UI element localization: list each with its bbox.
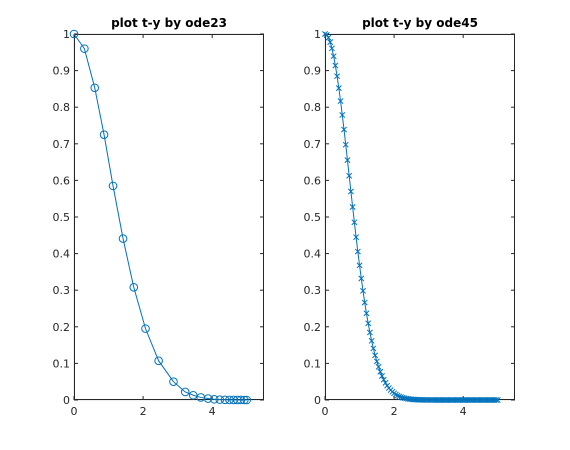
- data-point-ode45-35: [382, 379, 389, 386]
- y-tick-label-ode23-4: 0.4: [53, 248, 71, 261]
- y-tick-label-ode23-7: 0.7: [53, 138, 71, 151]
- x-tick-label-ode23-0: 0: [71, 405, 78, 418]
- chart-title-ode45: plot t-y by ode45: [362, 16, 478, 30]
- y-tick-label-ode23-2: 0.2: [53, 321, 71, 334]
- y-tick-label-ode45-1: 0.1: [304, 357, 322, 370]
- data-point-ode23-8: [154, 356, 163, 366]
- data-point-ode45-20: [356, 262, 363, 269]
- data-point-ode23-14: [209, 394, 219, 404]
- data-point-ode45-21: [358, 275, 365, 282]
- data-point-ode23-19: [233, 395, 242, 405]
- data-point-ode45-14: [346, 172, 353, 179]
- data-point-ode23-22: [242, 395, 252, 405]
- data-point-ode45-24: [363, 310, 370, 317]
- y-tick-label-ode45-10: 1: [314, 28, 321, 41]
- data-point-ode23-21: [240, 395, 249, 405]
- y-tick-label-ode45-0: 0: [314, 394, 321, 407]
- data-point-ode45-23: [361, 299, 368, 306]
- data-point-ode45-42: [394, 392, 401, 399]
- data-point-ode45-10: [339, 112, 346, 118]
- data-point-ode45-1: [323, 31, 330, 38]
- data-point-ode45-27: [368, 337, 375, 344]
- y-tick-label-ode45-3: 0.3: [304, 284, 322, 297]
- data-point-ode45-34: [380, 376, 387, 383]
- x-tick-label-ode23-1: 2: [140, 405, 147, 418]
- data-point-ode45-44: [398, 394, 404, 401]
- x-tick-label-ode45-1: 2: [391, 405, 398, 418]
- data-point-ode45-2: [325, 34, 332, 41]
- data-point-ode45-9: [337, 98, 344, 105]
- data-point-ode23-20: [236, 395, 246, 405]
- data-point-ode45-22: [360, 287, 366, 294]
- data-point-ode45-43: [396, 393, 403, 400]
- chart-title-ode23: plot t-y by ode23: [111, 16, 227, 30]
- data-point-ode23-13: [203, 394, 213, 403]
- data-point-ode23-2: [90, 83, 100, 93]
- data-point-ode45-6: [332, 62, 339, 69]
- x-tick-label-ode23-2: 4: [209, 405, 216, 418]
- axes-ode45: plot t-y by ode45 0 2 4 0 0.1 0.2 0.3 0.4 0.5 0.6…: [304, 16, 515, 418]
- data-point-ode23-6: [129, 282, 139, 292]
- data-point-ode45-33: [379, 373, 385, 379]
- data-point-ode45-7: [334, 73, 341, 80]
- y-tick-label-ode45-4: 0.4: [304, 248, 322, 261]
- data-point-ode45-12: [342, 141, 349, 148]
- data-point-ode45-26: [366, 329, 373, 336]
- data-point-ode45-45: [399, 394, 406, 401]
- axes-box-ode45: [325, 34, 515, 400]
- y-tick-label-ode23-5: 0.5: [53, 211, 71, 224]
- data-point-ode45-31: [375, 363, 382, 370]
- data-point-ode45-19: [354, 248, 361, 255]
- data-point-ode45-15: [347, 188, 354, 195]
- y-tick-label-ode45-7: 0.7: [304, 138, 322, 151]
- y-tick-label-ode23-0: 0: [63, 394, 70, 407]
- y-tick-label-ode23-8: 0.8: [53, 101, 71, 114]
- y-tick-label-ode45-5: 0.5: [304, 211, 322, 224]
- data-point-ode45-17: [351, 219, 358, 226]
- axes-box-ode23: [74, 34, 264, 400]
- data-point-ode23-16: [220, 395, 230, 405]
- data-point-ode45-4: [328, 45, 335, 52]
- data-point-ode23-4: [108, 181, 118, 191]
- data-point-ode23-11: [188, 390, 198, 400]
- y-tick-label-ode23-9: 0.9: [53, 65, 71, 78]
- data-point-ode23-10: [180, 387, 190, 397]
- data-point-ode23-15: [215, 395, 225, 404]
- data-point-ode23-0: [69, 29, 79, 39]
- y-tick-label-ode23-6: 0.6: [53, 174, 71, 187]
- data-point-ode45-13: [344, 157, 351, 164]
- y-tick-label-ode23-10: 1: [63, 28, 70, 41]
- data-point-ode45-3: [327, 39, 334, 46]
- data-point-ode45-100: [494, 397, 501, 403]
- data-point-ode23-5: [118, 234, 128, 243]
- x-tick-label-ode45-2: 4: [460, 405, 467, 418]
- y-tick-label-ode45-2: 0.2: [304, 321, 322, 334]
- series-line-ode23: [73, 33, 247, 401]
- data-point-ode45-11: [341, 126, 347, 133]
- data-point-ode45-28: [370, 345, 377, 352]
- y-tick-label-ode45-6: 0.6: [304, 174, 322, 187]
- y-tick-label-ode23-1: 0.1: [53, 357, 71, 370]
- y-tick-label-ode45-8: 0.8: [304, 101, 322, 114]
- x-tick-label-ode45-0: 0: [322, 405, 329, 418]
- data-point-ode45-8: [335, 85, 342, 92]
- data-point-ode45-30: [373, 358, 380, 365]
- data-point-ode45-18: [353, 234, 360, 241]
- data-point-ode23-9: [169, 377, 178, 387]
- axes-ode23: plot t-y by ode23 0 2 4 0 0.1 0.2 0.3 0.4 0.5 0.6…: [53, 16, 264, 418]
- y-tick-label-ode45-9: 0.9: [304, 65, 322, 78]
- y-tick-label-ode23-3: 0.3: [53, 284, 71, 297]
- data-point-ode23-7: [141, 324, 150, 333]
- data-point-ode45-32: [377, 368, 384, 375]
- data-point-ode23-3: [99, 130, 109, 139]
- data-point-ode23-1: [80, 44, 89, 53]
- data-point-ode45-29: [372, 352, 379, 359]
- data-point-ode45-16: [349, 204, 356, 210]
- data-point-ode45-5: [330, 53, 337, 60]
- data-point-ode45-99: [493, 397, 499, 403]
- data-point-ode45-25: [365, 320, 372, 327]
